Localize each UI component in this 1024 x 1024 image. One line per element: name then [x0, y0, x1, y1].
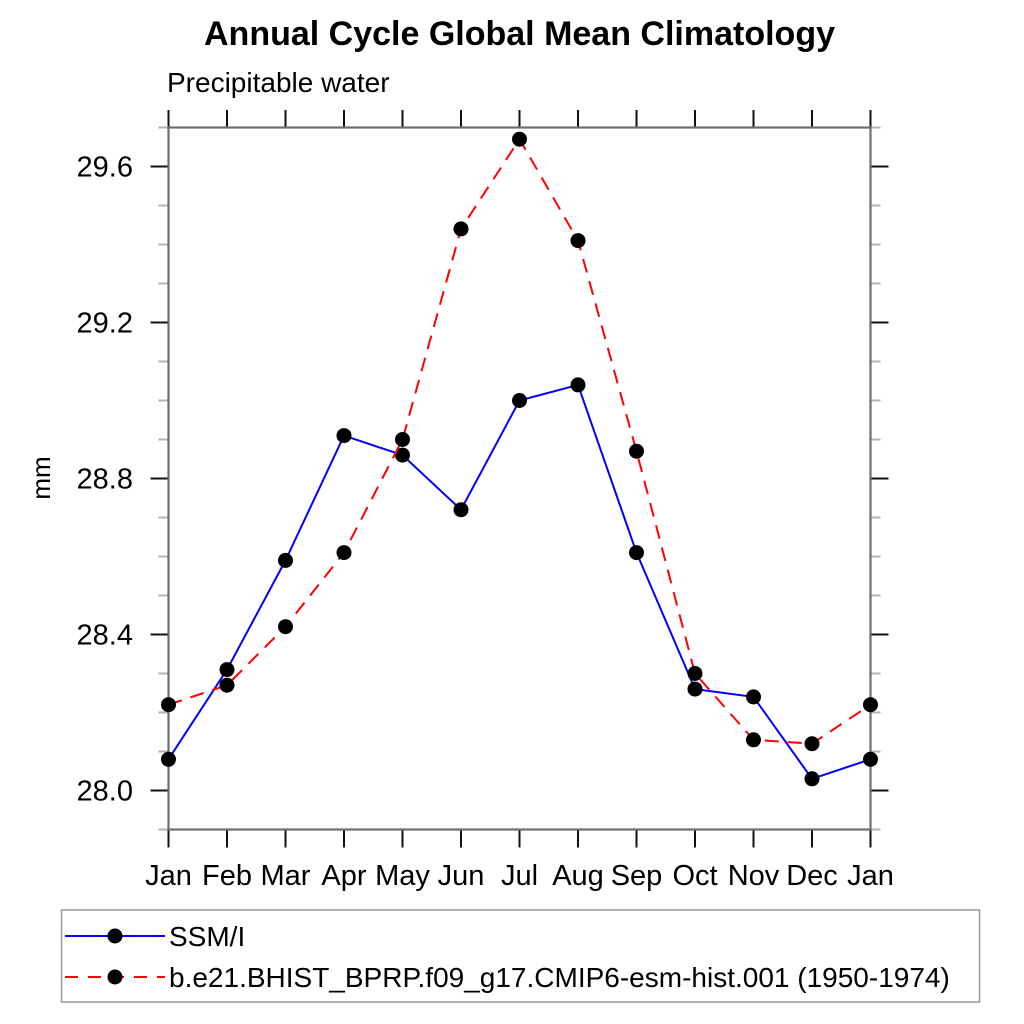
legend-marker: [107, 928, 123, 944]
chart-title: Annual Cycle Global Mean Climatology: [204, 15, 835, 53]
data-point-marker: [161, 697, 176, 713]
data-point-marker: [746, 732, 761, 748]
y-tick-label: 28.8: [77, 464, 133, 496]
data-point-marker: [512, 393, 527, 408]
series-line: [168, 137, 872, 745]
legend-label: SSM/I: [169, 921, 245, 952]
data-point-marker: [863, 697, 878, 713]
data-point-marker: [219, 677, 235, 693]
data-point-marker: [395, 432, 410, 447]
data-point-marker: [804, 771, 820, 787]
x-tick-label: Feb: [202, 860, 252, 892]
x-tick-label: Jun: [438, 860, 485, 892]
data-point-marker: [629, 545, 644, 561]
chart-subtitle: Precipitable water: [167, 67, 390, 98]
legend-frame: [60, 909, 981, 1003]
y-tick-label: 29.6: [77, 152, 133, 184]
data-series: [161, 131, 878, 787]
x-tick-label: Apr: [321, 860, 366, 892]
data-point-marker: [453, 221, 469, 237]
data-point-marker: [395, 447, 410, 463]
data-point-marker: [161, 751, 176, 767]
data-point-marker: [746, 689, 761, 705]
data-point-marker: [570, 377, 586, 393]
data-point-marker: [278, 619, 293, 635]
axes: Jan Feb Mar Apr May Jun Jul Aug Sep Oct Nov Dec Jan 2…: [77, 110, 894, 892]
y-tick-label: 29.2: [77, 308, 133, 340]
data-point-marker: [278, 552, 293, 568]
x-tick-label: Jan: [847, 860, 894, 892]
x-tick-label: Mar: [261, 860, 311, 892]
data-point-marker: [629, 443, 644, 459]
data-point-marker: [336, 428, 352, 444]
x-tick-label: Dec: [786, 860, 838, 892]
data-point-marker: [687, 681, 703, 697]
data-point-marker: [512, 131, 527, 147]
y-tick-label: 28.0: [77, 776, 133, 808]
x-tick-label: Jul: [501, 860, 538, 892]
x-tick-label: Sep: [611, 860, 663, 892]
data-point-marker: [453, 502, 469, 518]
legend-label: b.e21.BHIST_BPRP.f09_g17.CMIP6-esm-hist.…: [169, 962, 950, 993]
plot-frame: [167, 126, 872, 831]
x-tick-label: Jan: [145, 860, 192, 892]
y-tick-label: 28.4: [77, 620, 133, 652]
series-line: [167, 383, 871, 780]
x-tick-label: May: [375, 860, 430, 892]
legend-marker: [107, 969, 123, 985]
legend-box: SSM/I b.e21.BHIST_BPRP.f09_g17.CMIP6-esm-…: [60, 909, 981, 1003]
data-point-marker: [804, 736, 820, 752]
data-point-marker: [687, 666, 703, 681]
data-point-marker: [863, 751, 878, 767]
data-point-marker: [219, 662, 235, 678]
data-point-marker: [570, 233, 586, 249]
y-axis-title: mm: [26, 456, 56, 499]
data-point-marker: [336, 545, 352, 561]
x-tick-label: Aug: [552, 860, 604, 892]
x-tick-label: Nov: [728, 860, 780, 892]
x-tick-label: Oct: [672, 860, 717, 892]
